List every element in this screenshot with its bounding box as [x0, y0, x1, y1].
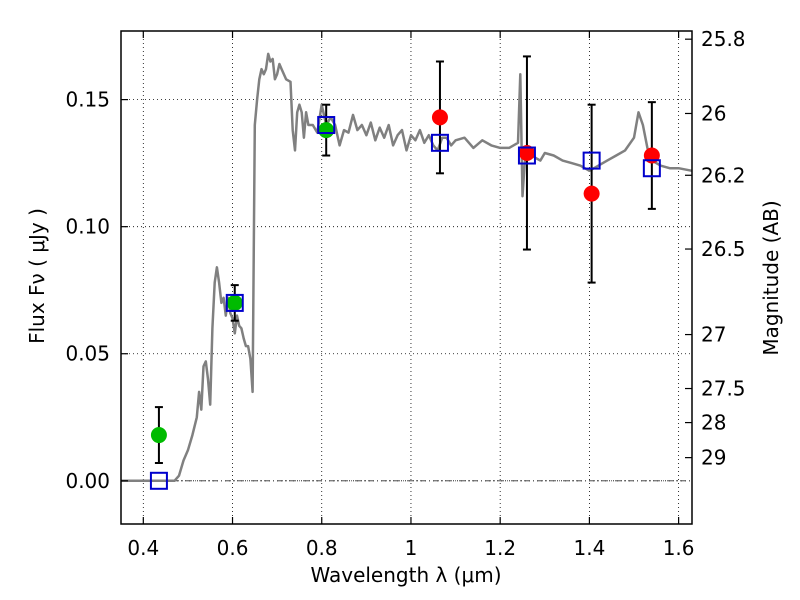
red-data-point	[518, 144, 535, 161]
magnitude-axis-label: Magnitude (AB)	[759, 200, 783, 355]
magnitude-tick-label: 25.8	[701, 27, 746, 51]
x-tick-label: 1.6	[663, 536, 695, 560]
y-axis-label: Flux Fν ( μJy )	[25, 208, 49, 344]
ticks-group: 0.4 0.6 0.8 1 1.2 1.4 1.6 0.00 0.05 0.10 0.15 25.8 2…	[65, 27, 745, 560]
model-square-marker	[149, 471, 168, 490]
y-tick-label: 0.05	[65, 342, 110, 366]
model-square-marker	[430, 133, 449, 152]
magnitude-tick-label: 27.5	[701, 377, 746, 401]
error-bars-group	[154, 55, 656, 465]
x-tick-label: 0.6	[217, 536, 249, 560]
red-data-point	[583, 185, 600, 202]
x-tick-label: 1	[405, 536, 418, 560]
x-tick-label: 0.8	[306, 536, 338, 560]
axes-frame-group	[120, 30, 693, 525]
model-square-marker	[642, 159, 661, 178]
model-square-marker	[225, 293, 244, 312]
red-data-point	[431, 109, 448, 126]
x-tick-label: 1.4	[573, 536, 605, 560]
plot-frame	[120, 30, 693, 525]
model-square-marker	[517, 146, 536, 165]
magnitude-tick-label: 27	[701, 323, 726, 347]
x-tick-label: 1.2	[484, 536, 516, 560]
magnitude-tick-label: 26	[701, 101, 726, 125]
model-square-marker	[582, 151, 601, 170]
x-axis-label: Wavelength λ (μm)	[310, 563, 501, 587]
model-square-marker	[317, 116, 336, 135]
y-tick-label: 0.10	[65, 215, 110, 239]
magnitude-tick-label: 26.2	[701, 163, 746, 187]
magnitude-tick-label: 29	[701, 446, 726, 470]
x-tick-label: 0.4	[127, 536, 159, 560]
grid-lines	[121, 31, 692, 524]
model-spectrum-line	[121, 52, 693, 483]
green-data-point	[226, 294, 243, 311]
magnitude-tick-label: 26.5	[701, 237, 746, 261]
y-tick-label: 0.15	[65, 88, 110, 112]
green-data-point	[150, 427, 167, 444]
magnitude-tick-label: 28	[701, 411, 726, 435]
green-data-point	[318, 122, 335, 139]
data-points-group	[149, 109, 661, 490]
model-spectrum-group	[121, 52, 693, 483]
y-tick-label: 0.00	[65, 469, 110, 493]
